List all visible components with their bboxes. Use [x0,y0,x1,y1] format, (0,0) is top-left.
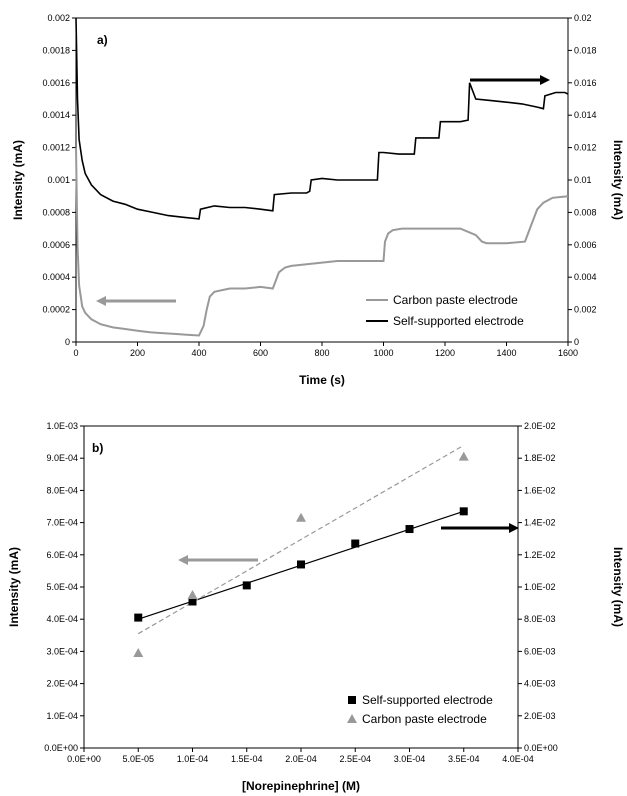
x-tick-label: 0.0E+00 [67,754,101,764]
data-point-self-supported [459,507,468,516]
data-point-self-supported [351,539,360,548]
y-left-axis-title: Intensity (mA) [7,547,21,627]
y-right-tick-label: 0.018 [574,45,597,55]
legend: Self-supported electrode Carbon paste ele… [347,693,493,726]
legend-label-carbon-paste: Carbon paste electrode [393,293,518,307]
y-right-tick-label: 4.0E-03 [524,679,556,689]
x-tick-label: 5.0E-05 [122,754,154,764]
panel-label: b) [92,441,103,455]
y-right-axis-title: Intensity (mA) [611,547,625,627]
y-right-tick-label: 0.02 [574,13,592,23]
x-tick-label: 600 [253,348,268,358]
y-right-tick-label: 6.0E-03 [524,646,556,656]
y-left-tick-label: 4.0E-04 [46,614,78,624]
legend-label-self-supported: Self-supported electrode [393,314,524,328]
data-point-carbon-paste [187,590,198,600]
x-tick-label: 1.5E-04 [231,754,263,764]
y-right-tick-label: 0.006 [574,240,597,250]
legend-label-carbon-paste: Carbon paste electrode [362,712,487,726]
data-point-self-supported [188,597,197,606]
x-tick-label: 1.0E-04 [177,754,209,764]
right-axis-arrow-head [540,75,550,85]
x-tick-label: 1600 [558,348,578,358]
data-point-self-supported [134,613,143,622]
panel-label: a) [97,33,108,47]
legend-label-self-supported: Self-supported electrode [362,693,493,707]
y-right-tick-label: 1.6E-02 [524,485,556,495]
x-axis-title: [Norepinephrine] (M) [242,779,360,793]
y-right-tick-label: 1.8E-02 [524,453,556,463]
y-left-tick-label: 8.0E-04 [46,485,78,495]
x-tick-label: 0 [73,348,78,358]
y-right-tick-label: 0.01 [574,175,592,185]
y-left-tick-label: 7.0E-04 [46,518,78,528]
y-left-tick-label: 0.002 [47,13,70,23]
y-left-tick-label: 0 [65,337,70,347]
y-left-tick-label: 6.0E-04 [46,550,78,560]
y-left-tick-label: 1.0E-03 [46,421,78,431]
y-right-tick-label: 1.4E-02 [524,518,556,528]
data-point-self-supported [242,581,251,590]
y-left-tick-label: 1.0E-04 [46,711,78,721]
y-right-axis-title: Intensity (mA) [611,140,625,220]
y-left-axis-title: Intensity (mA) [11,140,25,220]
y-right-tick-label: 8.0E-03 [524,614,556,624]
y-right-tick-label: 2.0E-02 [524,421,556,431]
y-left-tick-label: 9.0E-04 [46,453,78,463]
y-right-tick-label: 1.0E-02 [524,582,556,592]
x-tick-label: 2.5E-04 [339,754,371,764]
x-tick-label: 3.0E-04 [394,754,426,764]
x-tick-label: 3.5E-04 [448,754,480,764]
x-tick-label: 800 [314,348,329,358]
y-right-tick-label: 0.0E+00 [524,743,558,753]
y-left-tick-label: 2.0E-04 [46,679,78,689]
y-left-tick-label: 0.0014 [42,110,70,120]
x-tick-label: 200 [130,348,145,358]
chart-a: 0 200 400 600 800 1000 1200 1400 160000.00020.00… [11,13,625,387]
y-right-tick-label: 0 [574,337,579,347]
x-tick-label: 400 [191,348,206,358]
fit-line-carbon-paste [137,444,465,635]
data-point-self-supported [297,560,305,569]
y-left-tick-label: 5.0E-04 [46,582,78,592]
y-left-tick-label: 0.0016 [42,78,70,88]
y-right-tick-label: 0.016 [574,78,597,88]
data-point-carbon-paste [133,648,144,658]
y-left-tick-label: 0.001 [47,175,70,185]
data-point-carbon-paste [296,512,306,522]
chart-b: 0.0E+00 5.0E-05 1.0E-04 1.5E-04 2.0E-04 2.5E-… [7,421,625,793]
y-left-tick-label: 0.0012 [42,143,70,153]
y-right-tick-label: 0.008 [574,207,597,217]
x-axis-title: Time (s) [299,373,345,387]
y-right-tick-label: 1.2E-02 [524,550,556,560]
legend: Carbon paste electrode Self-supported ele… [366,293,524,328]
legend-swatch-carbon-paste [347,714,357,723]
y-left-tick-label: 0.0002 [42,305,70,315]
right-axis-arrow-head [509,523,519,533]
series-line-carbon-paste [75,147,569,337]
data-point-self-supported [405,525,414,534]
y-left-tick-label: 3.0E-04 [46,646,78,656]
y-left-tick-label: 0.0018 [42,45,70,55]
x-tick-label: 4.0E-04 [502,754,534,764]
x-tick-label: 2.0E-04 [285,754,317,764]
x-tick-label: 1200 [435,348,455,358]
y-right-tick-label: 2.0E-03 [524,711,556,721]
y-right-tick-label: 0.002 [574,305,597,315]
data-point-carbon-paste [458,451,469,461]
y-left-tick-label: 0.0006 [42,240,70,250]
y-right-tick-label: 0.012 [574,143,597,153]
legend-swatch-self-supported [348,696,356,704]
left-axis-arrow-head [178,555,188,565]
y-left-tick-label: 0.0E+00 [44,743,78,753]
y-right-tick-label: 0.014 [574,110,597,120]
left-axis-arrow-head [96,296,106,306]
x-tick-label: 1000 [373,348,393,358]
y-right-tick-label: 0.004 [574,272,597,282]
series-line-self-supported [75,17,569,220]
y-left-tick-label: 0.0004 [42,272,70,282]
y-left-tick-label: 0.0008 [42,207,70,217]
x-tick-label: 1400 [496,348,516,358]
